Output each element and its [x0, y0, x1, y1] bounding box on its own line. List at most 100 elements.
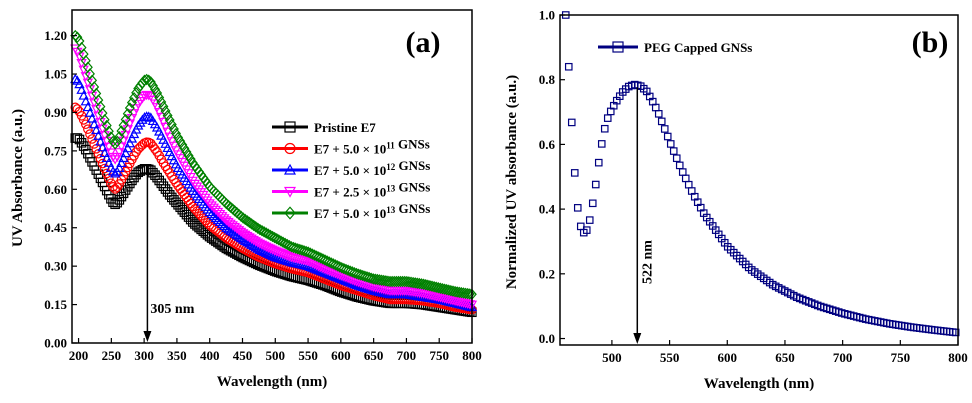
y-tick-label: 0.90	[44, 105, 67, 120]
data-point	[397, 275, 408, 288]
y-tick-label: 0.00	[44, 336, 67, 351]
data-point	[93, 130, 104, 140]
data-point	[403, 276, 414, 288]
data-point	[164, 132, 175, 142]
legend-label: E7 + 5.0 × 1011 GNSs	[314, 137, 430, 157]
chart-a-frame	[71, 9, 473, 344]
data-point	[600, 124, 609, 133]
data-point	[122, 142, 133, 153]
chart-b-y-ticks: 0.0 0.2 0.4 0.6 0.8 1.0	[539, 8, 565, 346]
data-point	[82, 101, 94, 112]
data-point	[564, 62, 573, 71]
x-tick-label: 400	[200, 348, 220, 363]
data-point	[248, 219, 259, 232]
legend-marker	[283, 186, 297, 198]
data-point	[675, 161, 684, 170]
data-point	[151, 103, 163, 113]
data-point	[654, 110, 663, 118]
data-point	[399, 275, 410, 288]
data-point	[86, 113, 98, 123]
data-point	[663, 132, 672, 141]
y-tick-label: 1.05	[44, 67, 67, 82]
data-point	[250, 221, 261, 233]
legend-entry: E7 + 5.0 × 1012 GNSs	[272, 158, 430, 178]
data-point	[78, 115, 89, 125]
data-point	[88, 118, 100, 129]
data-point	[83, 124, 93, 134]
data-point	[109, 155, 121, 165]
data-point	[603, 114, 612, 122]
data-point	[460, 287, 471, 300]
data-point	[684, 180, 693, 189]
data-point	[279, 250, 291, 261]
legend-label: E7 + 5.0 × 1012 GNSs	[314, 158, 430, 178]
data-point	[370, 273, 381, 285]
data-point	[177, 139, 188, 151]
data-point	[158, 100, 169, 113]
data-point	[152, 87, 163, 99]
data-point	[588, 199, 597, 208]
data-point	[164, 114, 175, 126]
data-point	[143, 111, 154, 121]
x-tick-label: 800	[462, 348, 482, 363]
data-point	[242, 215, 253, 227]
y-tick-label: 0.30	[44, 259, 67, 274]
legend-marker	[284, 121, 296, 133]
data-point	[139, 74, 150, 87]
data-point	[183, 149, 194, 162]
data-point	[179, 142, 190, 155]
data-point	[175, 135, 186, 147]
data-point	[153, 107, 165, 118]
data-point	[410, 277, 421, 289]
x-tick-label: 750	[891, 350, 911, 365]
chart-a-annotation: 305 nm	[143, 164, 195, 342]
data-point	[114, 148, 125, 158]
data-point	[376, 274, 387, 286]
data-point	[238, 212, 249, 224]
data-point	[462, 287, 473, 300]
data-point	[156, 112, 167, 123]
chart-b-ylabel: Normalized UV absorbance (a.u.)	[504, 75, 520, 289]
x-tick-label: 450	[233, 348, 253, 363]
chart-b-legend: PEG Capped GNSs	[598, 40, 752, 55]
chart-b-x-ticks: 500 550 600 650 700 750 800	[602, 340, 968, 365]
legend-marker	[283, 163, 297, 175]
x-tick-label: 650	[364, 348, 384, 363]
data-point	[406, 276, 417, 288]
data-point	[78, 90, 89, 100]
chart-b-annotation: 522 nm	[633, 87, 655, 344]
legend-entry: E7 + 5.0 × 1013 GNSs	[272, 201, 430, 221]
data-point	[70, 73, 81, 84]
legend-label: E7 + 5.0 × 1013 GNSs	[314, 201, 430, 221]
data-point	[162, 109, 173, 122]
chart-a-y-ticks: 0.00 0.15 0.30 0.45 0.60 0.75 0.90 1.05 1.20	[44, 28, 77, 351]
data-point	[240, 213, 251, 226]
annotation-arrow-head	[633, 333, 642, 344]
data-point	[114, 162, 125, 172]
y-tick-label: 0.0	[539, 331, 555, 346]
legend-entry: E7 + 5.0 × 1011 GNSs	[272, 137, 430, 157]
y-tick-label: 0.6	[539, 137, 556, 152]
data-point	[408, 276, 419, 289]
data-point	[166, 118, 177, 131]
x-tick-label: 700	[397, 348, 417, 363]
data-point	[185, 153, 196, 165]
chart-a-ylabel: UV Absorbance (a.u.)	[10, 109, 26, 247]
series-3	[70, 44, 478, 310]
data-point	[99, 113, 110, 126]
data-point	[118, 152, 129, 163]
data-point	[103, 125, 114, 138]
y-tick-label: 1.20	[44, 28, 67, 43]
data-point	[116, 157, 127, 168]
data-point	[166, 137, 178, 147]
legend-label: PEG Capped GNSs	[644, 40, 752, 55]
data-point	[112, 135, 123, 148]
data-point	[204, 206, 215, 217]
data-point	[372, 273, 383, 286]
data-point	[91, 124, 102, 135]
data-point	[244, 216, 255, 229]
data-point	[168, 123, 179, 135]
